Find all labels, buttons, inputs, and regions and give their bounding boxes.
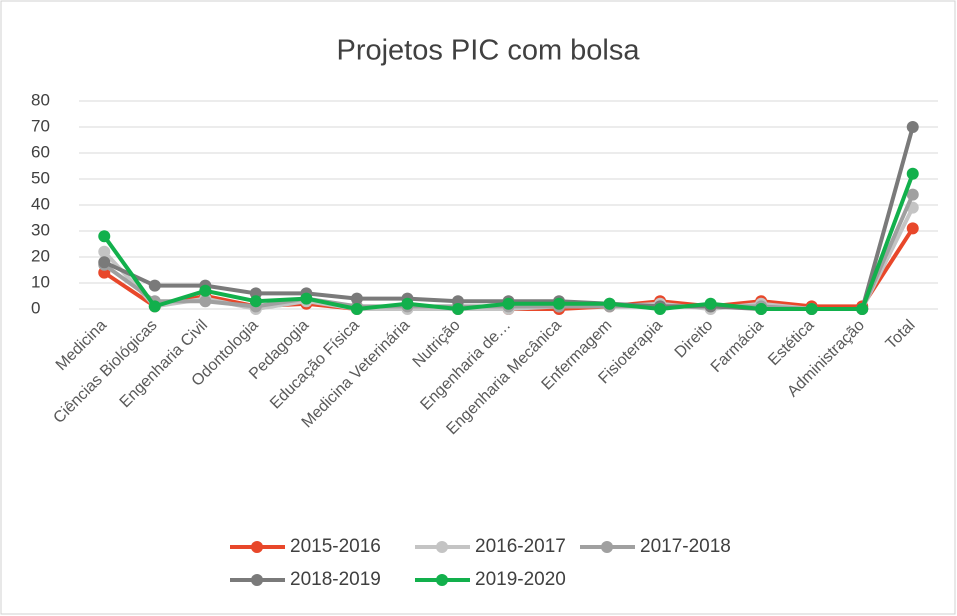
legend-label: 2016-2017	[475, 536, 566, 557]
point	[906, 121, 919, 133]
point	[199, 284, 212, 297]
point	[856, 303, 869, 315]
legend-marker	[251, 574, 263, 586]
y-tick-label: 40	[31, 194, 50, 213]
point	[350, 292, 363, 305]
point	[906, 222, 919, 235]
point	[249, 295, 262, 308]
point	[350, 303, 363, 315]
point	[300, 292, 313, 305]
y-tick-label: 30	[31, 220, 50, 239]
point	[148, 300, 161, 313]
point	[755, 303, 768, 315]
point	[906, 188, 919, 201]
point	[401, 297, 414, 310]
legend-marker	[436, 541, 448, 553]
legend-label: 2019-2020	[475, 569, 566, 590]
point	[148, 279, 161, 292]
y-tick-label: 50	[31, 168, 50, 187]
y-tick-label: 0	[31, 298, 40, 317]
chart-title: Projetos PIC com bolsa	[336, 35, 640, 67]
y-tick-label: 20	[31, 246, 50, 265]
point	[654, 303, 667, 315]
point	[603, 297, 616, 310]
point	[98, 256, 111, 269]
legend-label: 2018-2019	[290, 569, 381, 590]
point	[704, 297, 717, 310]
legend-label: 2015-2016	[290, 536, 381, 557]
y-tick-label: 60	[31, 142, 50, 161]
legend-marker	[251, 541, 263, 553]
point	[199, 295, 212, 308]
y-tick-label: 80	[31, 90, 50, 109]
legend-label: 2017-2018	[640, 536, 731, 557]
point	[451, 303, 464, 315]
y-tick-label: 10	[31, 272, 50, 291]
point	[98, 245, 111, 258]
point	[98, 230, 111, 243]
legend-marker	[436, 574, 448, 586]
point	[502, 297, 515, 310]
point	[906, 167, 919, 180]
legend-marker	[601, 541, 613, 553]
point	[553, 297, 566, 310]
point	[805, 303, 818, 315]
y-tick-label: 70	[31, 116, 50, 135]
